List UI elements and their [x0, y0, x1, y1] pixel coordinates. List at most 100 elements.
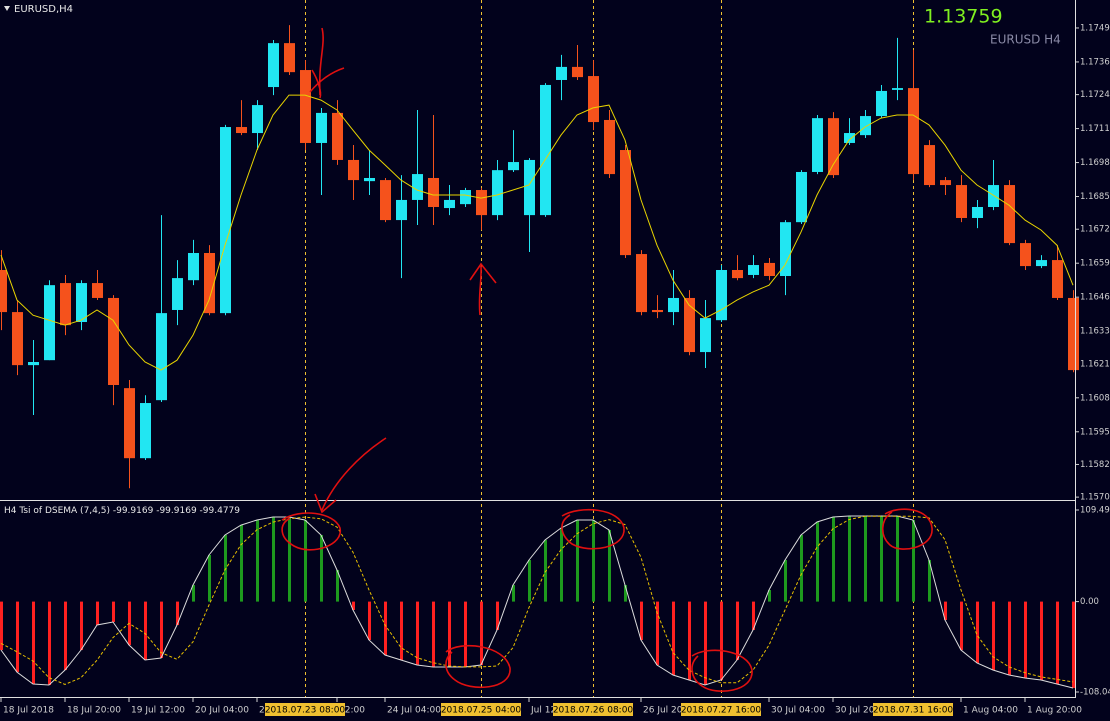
candle-body [812, 118, 823, 172]
histogram-bar [576, 520, 579, 602]
histogram-bar [416, 601, 419, 666]
histogram-bar [624, 585, 627, 602]
histogram-bar [592, 520, 595, 602]
x-tick-label: 1 Aug 04:00 [963, 706, 1018, 716]
candle-body [1068, 297, 1079, 371]
histogram-bar [352, 601, 355, 610]
candle-body [748, 265, 759, 275]
candle-body [684, 297, 695, 353]
candle-body [76, 283, 87, 323]
candle-body [780, 222, 791, 277]
candle-body [844, 133, 855, 143]
histogram-bar [608, 529, 611, 602]
candle-body [892, 88, 903, 90]
x-tick-label: 18 Jul 20:00 [67, 706, 121, 716]
highlight-label: 2018.07.31 16:00 [873, 706, 954, 716]
candle-body [412, 174, 423, 200]
indicator-name: H4 Tsi of DSEMA (7,4,5) [4, 506, 110, 516]
histogram-bar [832, 517, 835, 602]
candle-body [972, 207, 983, 218]
histogram-bar [640, 601, 643, 641]
candle-body [268, 43, 279, 88]
annotation-circle [445, 645, 511, 689]
candle-body [956, 185, 967, 218]
indicator-title: H4 Tsi of DSEMA (7,4,5) -99.9169 -99.916… [4, 506, 240, 516]
menu-triangle[interactable] [4, 6, 10, 11]
x-tick-label: 30 Jul 20: [835, 706, 878, 716]
candle-body [300, 70, 311, 143]
histogram-bar [944, 601, 947, 621]
histogram-bar [800, 535, 803, 602]
candle-body [92, 283, 103, 298]
candle-body [636, 254, 647, 313]
annotation-circle [881, 508, 933, 550]
histogram-bar [880, 516, 883, 602]
candle-body [828, 118, 839, 176]
candle-body [108, 297, 119, 385]
candle-body [1036, 260, 1047, 267]
x-tick-label: 1 Aug 20:00 [1027, 706, 1082, 716]
candle-body [28, 361, 39, 366]
histogram-bar [256, 520, 259, 602]
candle-body [0, 269, 7, 313]
histogram-bar [1008, 601, 1011, 675]
candle-body [60, 283, 71, 326]
histogram-bar [560, 527, 563, 602]
histogram-bar [144, 601, 147, 661]
y-tick-label: 1.16850 [1080, 192, 1110, 202]
y-tick-label: -108.0459 [1080, 688, 1110, 698]
histogram-bar [912, 520, 915, 602]
histogram-bar [432, 601, 435, 668]
highlight-label: 2018.07.23 08:00 [265, 706, 346, 716]
histogram-bar [528, 560, 531, 602]
histogram-bar [64, 601, 67, 671]
histogram-bar [240, 525, 243, 602]
histogram-bar [192, 585, 195, 602]
histogram-bar [112, 601, 115, 623]
histogram-bar [288, 517, 291, 602]
x-tick-label: 19 Jul 12:00 [131, 706, 185, 716]
candle-body [540, 84, 551, 216]
histogram-bar [928, 560, 931, 602]
candle-body [1004, 185, 1015, 244]
candle-body [252, 105, 263, 134]
histogram-bar [32, 601, 35, 685]
x-tick-label: Jul 12: [530, 706, 559, 716]
candle-body [508, 162, 519, 171]
legend-value: -99.9169 [156, 506, 197, 516]
histogram-bar [1024, 601, 1027, 678]
histogram-bar [816, 522, 819, 602]
y-tick-label: 1.17365 [1080, 57, 1110, 67]
candle-body [988, 185, 999, 208]
candle-body [652, 309, 663, 313]
histogram-bar [448, 601, 451, 668]
y-tick-label: 1.15950 [1080, 427, 1110, 437]
candle-body [12, 312, 23, 366]
y-tick-label: 1.17495 [1080, 23, 1110, 33]
y-tick-label: 1.16080 [1080, 393, 1110, 403]
histogram-bar [368, 601, 371, 641]
candle-body [188, 253, 199, 281]
y-tick-label: 0.00 [1080, 597, 1099, 607]
candle-body [940, 180, 951, 186]
annotation-circle [561, 508, 625, 550]
highlight-label: 2018.07.26 08:00 [553, 706, 634, 716]
candle-body [444, 199, 455, 209]
histogram-bar [0, 601, 3, 651]
candle-body [716, 269, 727, 321]
histogram-bar [320, 535, 323, 602]
candle-body [572, 66, 583, 78]
histogram-bar [16, 601, 19, 673]
histogram-bar [48, 601, 51, 686]
candle-body [124, 388, 135, 459]
candle-body [524, 159, 535, 216]
histogram-bar [512, 585, 515, 602]
histogram-bar [400, 601, 403, 661]
histogram-bar [896, 516, 899, 602]
candle-body [908, 88, 919, 175]
y-tick-label: 1.15700 [1080, 493, 1110, 503]
highlight-label-bg [681, 703, 761, 716]
indicator-line [0, 515, 1074, 685]
